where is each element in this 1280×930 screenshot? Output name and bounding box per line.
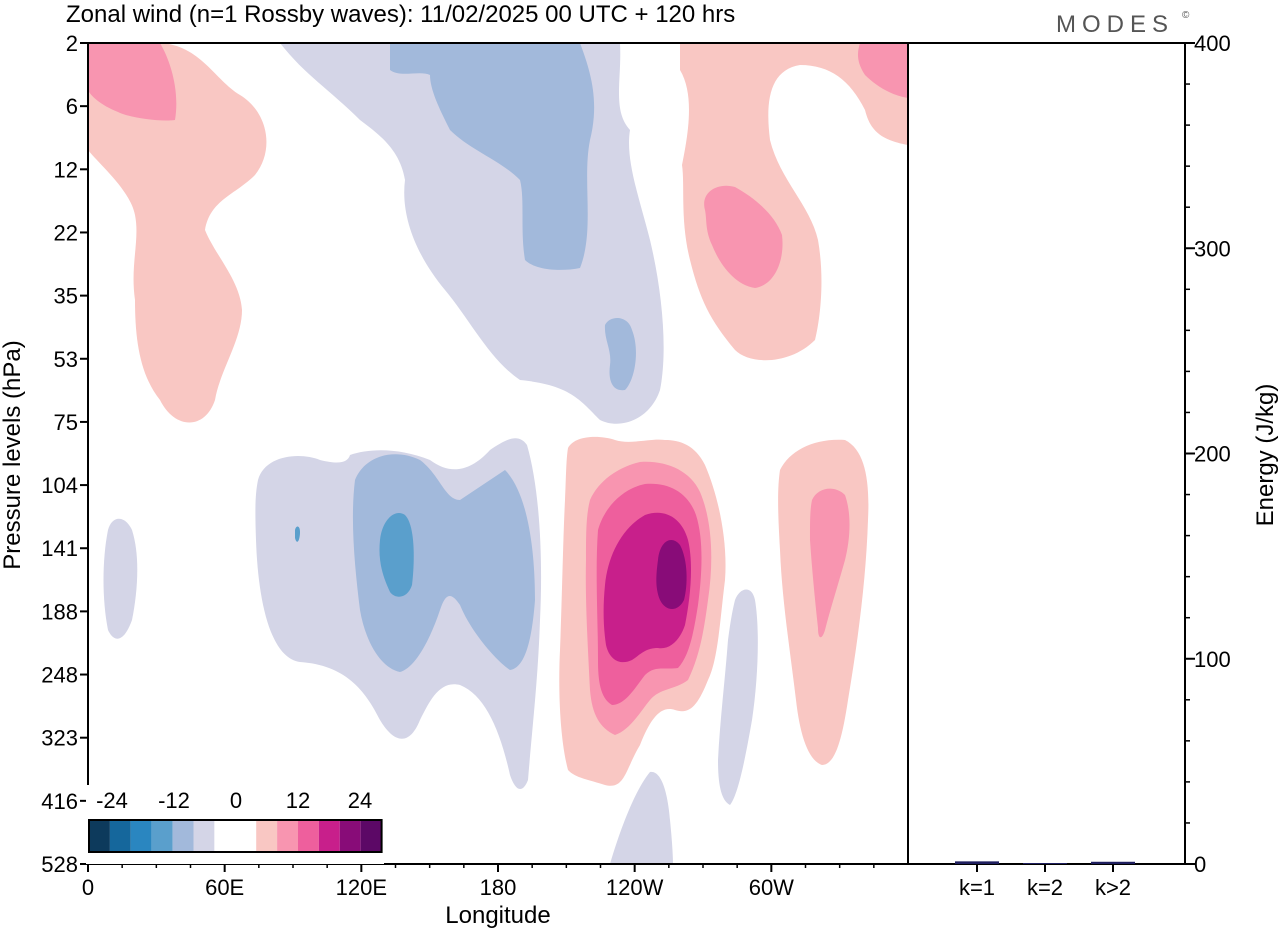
colorbar-swatch <box>277 820 298 852</box>
colorbar-label: 12 <box>286 788 310 813</box>
colorbar-swatch <box>318 820 340 852</box>
wind-contours <box>88 43 908 864</box>
colorbar-label: -12 <box>158 788 190 813</box>
colorbar-swatch <box>298 820 319 852</box>
bar-category-label: k=1 <box>959 875 995 900</box>
x-tick-label: 60W <box>749 875 794 900</box>
positive-contour <box>88 43 177 121</box>
colorbar-swatch <box>130 820 152 852</box>
y-tick-label: 12 <box>54 157 78 182</box>
colorbar-label: 0 <box>230 788 242 813</box>
colorbar-label: -24 <box>96 788 128 813</box>
y-tick-label: 416 <box>41 789 78 814</box>
positive-contour <box>88 43 267 423</box>
x-tick-label: 120E <box>336 875 387 900</box>
colorbar: -24 -12 0 12 24 <box>86 785 384 864</box>
energy-axis: 0 100 200 300 400 <box>1185 31 1231 877</box>
y-tick-label: 104 <box>41 473 78 498</box>
y-tick-label: 323 <box>41 726 78 751</box>
y-axis-label: Pressure levels (hPa) <box>0 340 26 569</box>
y-axis: 2 6 12 22 35 53 75 104 141 188 248 323 416 528 <box>41 31 88 877</box>
y-tick-label: 6 <box>66 94 78 119</box>
colorbar-swatch <box>172 820 194 852</box>
y-tick-label: 2 <box>66 31 78 56</box>
negative-contour <box>604 318 636 391</box>
colorbar-swatch <box>89 820 110 852</box>
chart-title: Zonal wind (n=1 Rossby waves): 11/02/202… <box>66 1 735 28</box>
colorbar-label: 24 <box>348 788 372 813</box>
y-tick-label: 75 <box>54 410 78 435</box>
x-tick-label: 60E <box>205 875 244 900</box>
negative-contour <box>295 526 300 542</box>
x-axis-label: Longitude <box>445 902 550 929</box>
energy-bars: k=1 k=2 k>2 <box>955 861 1135 900</box>
y-tick-label: 248 <box>41 663 78 688</box>
positive-contour <box>680 43 908 361</box>
energy-tick-label: 300 <box>1194 236 1231 261</box>
y-tick-label: 35 <box>54 284 78 309</box>
energy-tick-label: 200 <box>1194 442 1231 467</box>
negative-contour <box>718 589 758 805</box>
energy-bar <box>1023 863 1067 864</box>
positive-contour <box>810 488 850 638</box>
colorbar-swatch <box>360 820 382 852</box>
energy-tick-label: 100 <box>1194 647 1231 672</box>
x-tick-label: 180 <box>480 875 517 900</box>
bar-category-label: k>2 <box>1095 875 1131 900</box>
bar-category-label: k=2 <box>1027 875 1063 900</box>
positive-contour <box>704 185 783 288</box>
x-axis: 0 60E 120E 180 120W 60W <box>82 864 875 900</box>
energy-tick-label: 400 <box>1194 31 1231 56</box>
colorbar-swatch <box>109 820 131 852</box>
brand-mark: © <box>1182 10 1190 21</box>
y-tick-label: 22 <box>54 220 78 245</box>
negative-contour <box>610 771 673 864</box>
y-tick-label: 141 <box>41 536 78 561</box>
colorbar-swatch <box>214 820 236 852</box>
colorbar-frame <box>88 819 383 853</box>
energy-tick-label: 0 <box>1194 852 1206 877</box>
x-tick-label: 0 <box>82 875 94 900</box>
energy-axis-label: Energy (J/kg) <box>1252 384 1279 527</box>
colorbar-swatch <box>256 820 278 852</box>
negative-contour <box>352 454 535 672</box>
x-tick-label: 120W <box>606 875 664 900</box>
negative-contour <box>390 43 595 270</box>
energy-plot-frame <box>907 42 1186 865</box>
positive-contour <box>857 43 908 98</box>
colorbar-swatch <box>151 820 173 852</box>
y-tick-label: 528 <box>41 852 78 877</box>
y-tick-label: 188 <box>41 599 78 624</box>
colorbar-swatch <box>235 820 257 852</box>
negative-contour <box>379 512 414 597</box>
positive-contour <box>656 540 687 609</box>
negative-contour <box>103 518 138 639</box>
y-tick-label: 53 <box>54 347 78 372</box>
colorbar-swatch <box>339 820 361 852</box>
energy-bar <box>955 861 999 864</box>
energy-bar <box>1091 861 1135 864</box>
brand-logo: MODES <box>1056 11 1174 38</box>
colorbar-swatch <box>193 820 215 852</box>
